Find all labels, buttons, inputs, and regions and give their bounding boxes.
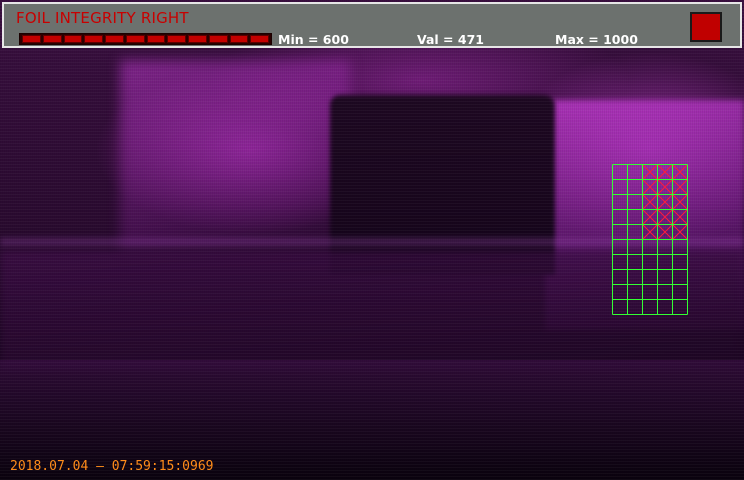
inspection-grid — [612, 164, 688, 315]
scene-floor — [0, 360, 744, 480]
grid-flag-mark — [657, 224, 673, 240]
status-indicator — [690, 12, 722, 42]
level-bar-segment — [208, 35, 228, 43]
grid-flag-mark — [672, 179, 688, 195]
min-readout: Min = 600 — [278, 32, 349, 47]
level-bar-segment — [188, 35, 207, 43]
level-bar-segment — [22, 35, 41, 43]
grid-flag-mark — [672, 224, 688, 240]
level-bar-segment — [229, 35, 249, 43]
level-bar-segment — [125, 35, 145, 43]
level-bar-segment — [167, 35, 186, 43]
scene-stripe — [0, 238, 744, 246]
grid-flag-mark — [657, 209, 673, 225]
scene-left-wall — [120, 60, 350, 250]
grid-flag-mark — [642, 164, 658, 180]
level-bar-segment — [42, 35, 62, 43]
grid-flag-mark — [657, 164, 673, 180]
level-bar-segment — [250, 35, 269, 43]
header-panel: FOIL INTEGRITY RIGHT Min = 600 Val = 471… — [2, 2, 742, 48]
grid-flag-mark — [642, 209, 658, 225]
level-bar-segment — [146, 35, 166, 43]
timestamp: 2018.07.04 — 07:59:15:0969 — [10, 459, 214, 474]
max-readout: Max = 1000 — [555, 32, 638, 47]
grid-flag-mark — [657, 179, 673, 195]
grid-flag-mark — [672, 164, 688, 180]
grid-flag-mark — [657, 194, 673, 210]
panel-title: FOIL INTEGRITY RIGHT — [16, 9, 189, 27]
value-readout: Val = 471 — [417, 32, 484, 47]
grid-flag-mark — [642, 224, 658, 240]
level-bar — [19, 33, 272, 45]
grid-flag-mark — [642, 194, 658, 210]
level-bar-segment — [105, 35, 124, 43]
grid-flag-mark — [642, 179, 658, 195]
grid-flag-mark — [672, 194, 688, 210]
grid-flag-mark — [672, 209, 688, 225]
scene-dark-box — [330, 95, 555, 275]
level-bar-segment — [63, 35, 83, 43]
level-bar-segment — [84, 35, 103, 43]
